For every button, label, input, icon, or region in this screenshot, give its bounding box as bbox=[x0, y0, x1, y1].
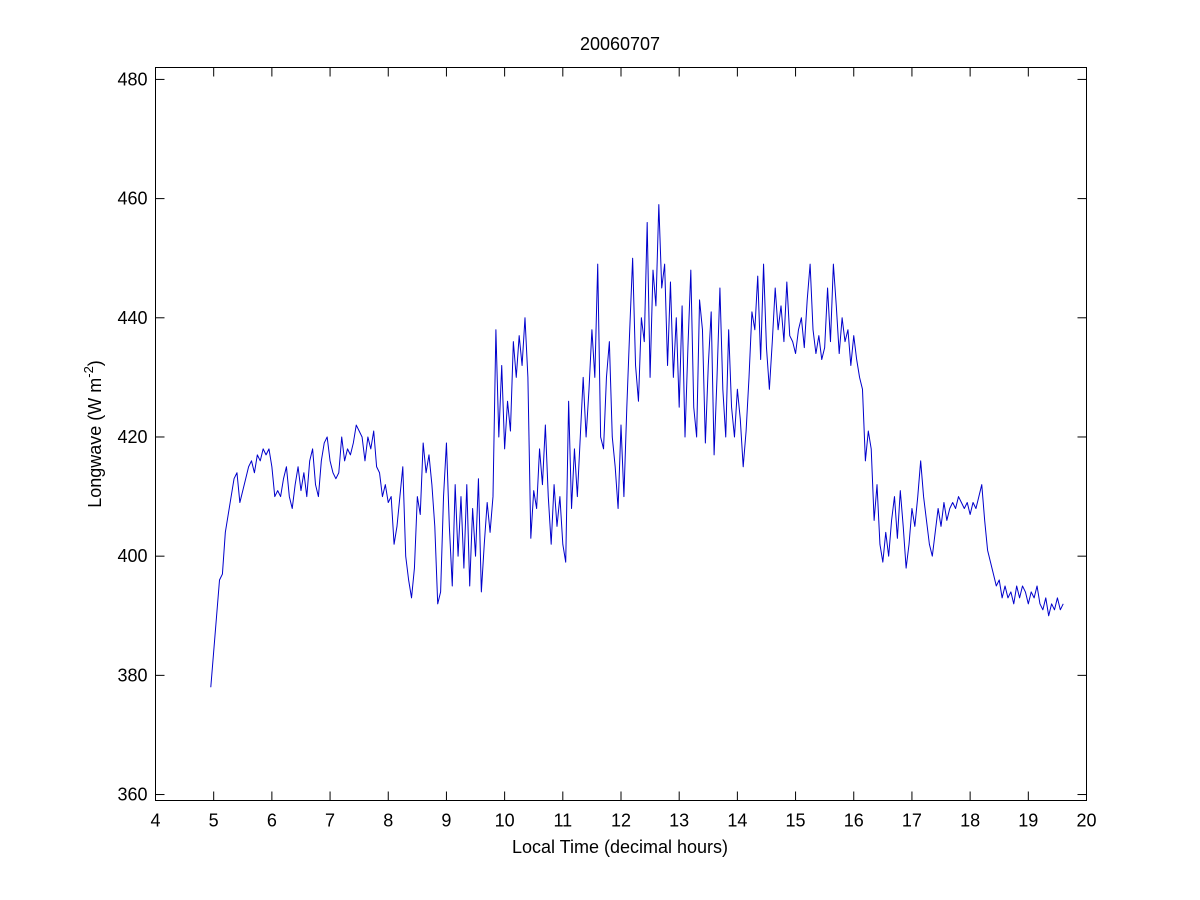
x-tick-label: 11 bbox=[553, 811, 572, 831]
y-tick-label: 380 bbox=[117, 665, 147, 685]
y-axis-label-text: Longwave (W m bbox=[85, 378, 105, 508]
chart-title: 20060707 bbox=[580, 34, 660, 54]
x-tick-label: 9 bbox=[441, 811, 451, 831]
x-tick-label: 8 bbox=[383, 811, 393, 831]
data-line bbox=[210, 204, 1064, 688]
x-tick-label: 4 bbox=[150, 811, 160, 831]
x-tick-label: 12 bbox=[611, 811, 631, 831]
y-tick-label: 480 bbox=[117, 69, 147, 89]
x-tick-label: 19 bbox=[1018, 811, 1038, 831]
x-tick-label: 10 bbox=[495, 811, 515, 831]
y-tick-label: 460 bbox=[117, 189, 147, 209]
y-axis-label-superscript: -2 bbox=[81, 366, 96, 378]
x-axis-label: Local Time (decimal hours) bbox=[512, 837, 728, 857]
x-tick-label: 17 bbox=[902, 811, 922, 831]
y-tick-label: 400 bbox=[117, 546, 147, 566]
x-tick-label: 18 bbox=[960, 811, 980, 831]
x-tick-label: 14 bbox=[727, 811, 747, 831]
y-axis-label: Longwave (W m-2) bbox=[81, 360, 105, 508]
x-tick-label: 15 bbox=[786, 811, 806, 831]
y-tick-label: 360 bbox=[117, 785, 147, 805]
x-tick-label: 16 bbox=[844, 811, 864, 831]
x-tick-label: 6 bbox=[267, 811, 277, 831]
x-tick-label: 13 bbox=[669, 811, 689, 831]
y-tick-label: 440 bbox=[117, 308, 147, 328]
y-axis-label-suffix: ) bbox=[85, 360, 105, 366]
x-tick-label: 7 bbox=[325, 811, 335, 831]
y-tick-label: 420 bbox=[117, 427, 147, 447]
x-tick-label: 20 bbox=[1076, 811, 1096, 831]
x-tick-label: 5 bbox=[209, 811, 219, 831]
